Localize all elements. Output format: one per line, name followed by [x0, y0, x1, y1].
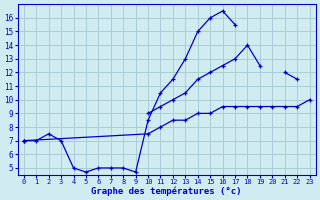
- X-axis label: Graphe des températures (°c): Graphe des températures (°c): [92, 186, 242, 196]
